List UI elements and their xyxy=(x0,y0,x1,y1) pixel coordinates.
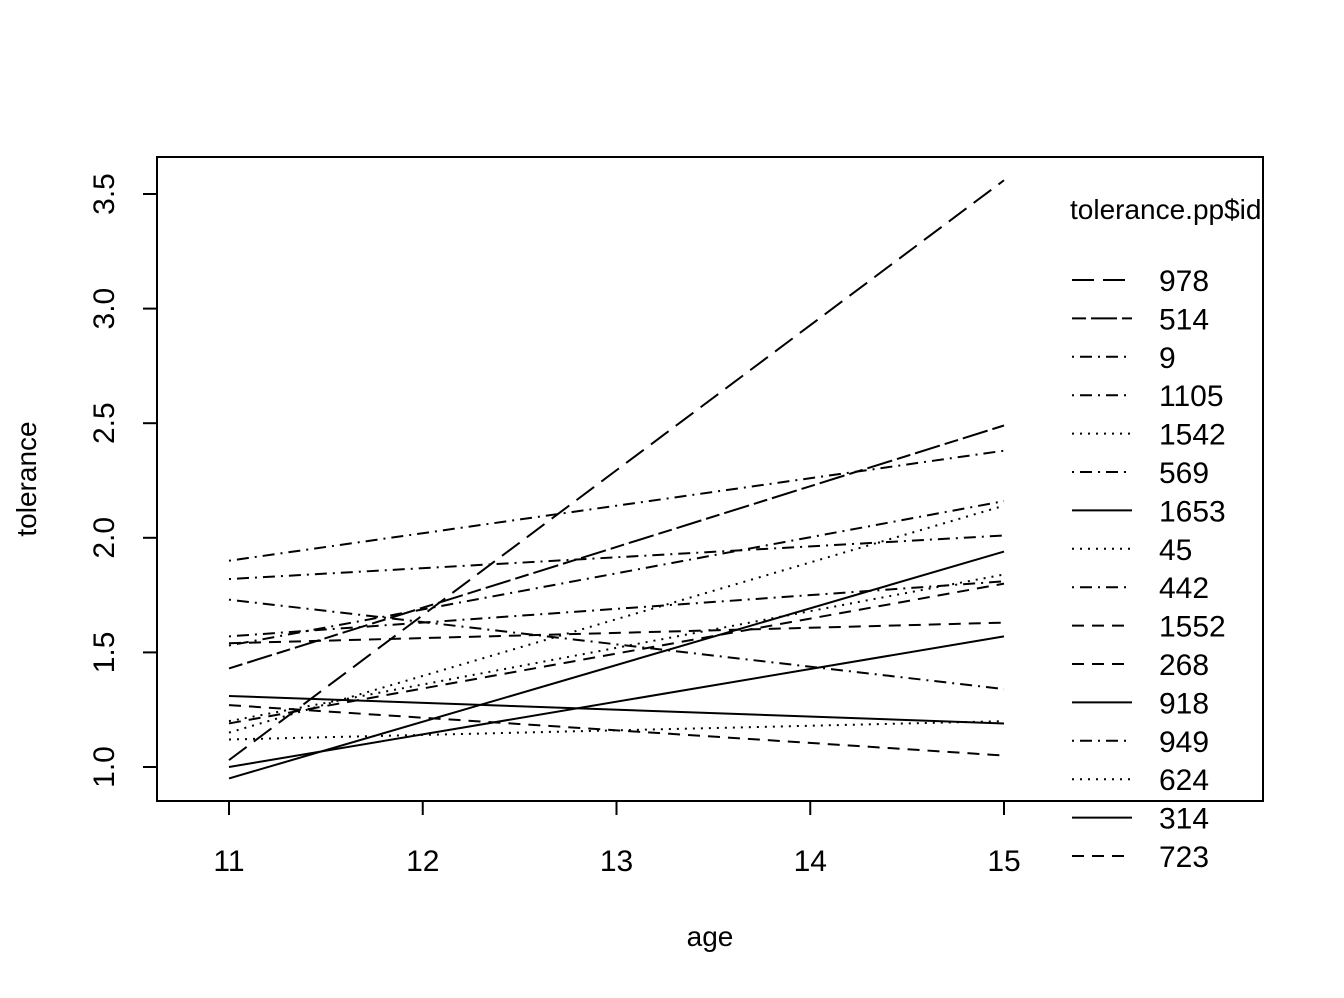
legend-label: 45 xyxy=(1159,534,1192,567)
legend-label: 1552 xyxy=(1159,611,1226,644)
y-tick-label: 2.5 xyxy=(88,402,121,444)
y-tick-label: 3.5 xyxy=(88,173,121,215)
y-axis: 1.0 1.5 2.0 2.5 3.0 3.5 xyxy=(88,173,158,788)
plot-frame xyxy=(156,156,1264,802)
legend-label: 1105 xyxy=(1159,380,1224,413)
legend-items: 978 514 9 1105 1542 569 1653 45 442 1552 268 918 949… xyxy=(1072,265,1226,874)
legend-label: 314 xyxy=(1159,803,1209,836)
series-line-569 xyxy=(228,534,1005,581)
x-tick-label: 12 xyxy=(406,845,439,878)
y-tick-label: 1.0 xyxy=(88,746,121,788)
legend: tolerance.pp$id 978 514 9 1105 1542 569 1653 45… xyxy=(1070,194,1261,874)
legend-label: 514 xyxy=(1159,303,1209,336)
series-line-949 xyxy=(228,598,1005,691)
legend-label: 1542 xyxy=(1159,419,1226,452)
x-tick-label: 15 xyxy=(987,845,1020,878)
series-line-9 xyxy=(228,449,1005,562)
series-lines xyxy=(228,179,1005,780)
series-line-978 xyxy=(228,179,1005,761)
x-tick-label: 13 xyxy=(600,845,633,878)
series-line-45 xyxy=(228,573,1005,723)
legend-label: 624 xyxy=(1159,764,1209,797)
legend-label: 268 xyxy=(1159,649,1209,682)
series-line-268 xyxy=(228,621,1005,645)
legend-label: 9 xyxy=(1159,342,1176,375)
series-line-1542 xyxy=(228,504,1005,734)
series-line-442 xyxy=(228,580,1005,638)
series-line-514 xyxy=(228,424,1005,670)
x-tick-label: 11 xyxy=(213,845,244,878)
series-line-1105 xyxy=(228,500,1005,647)
series-line-314 xyxy=(228,694,1005,725)
series-line-1653 xyxy=(228,550,1005,780)
series-line-918 xyxy=(228,635,1005,768)
series-line-723 xyxy=(228,704,1005,757)
legend-label: 918 xyxy=(1159,687,1209,720)
legend-label: 723 xyxy=(1159,841,1209,874)
y-tick-label: 1.5 xyxy=(88,632,121,674)
legend-label: 1653 xyxy=(1159,495,1226,528)
x-axis-label: age xyxy=(687,921,734,952)
legend-label: 949 xyxy=(1159,726,1209,759)
legend-label: 569 xyxy=(1159,457,1209,490)
x-tick-label: 14 xyxy=(794,845,827,878)
y-axis-label: tolerance xyxy=(11,421,42,536)
legend-label: 978 xyxy=(1159,265,1209,298)
x-axis: 11 12 13 14 15 xyxy=(213,800,1021,878)
legend-title: tolerance.pp$id xyxy=(1070,194,1261,225)
y-tick-label: 2.0 xyxy=(88,517,121,559)
legend-label: 442 xyxy=(1159,572,1209,605)
series-line-624 xyxy=(228,720,1005,741)
y-tick-label: 3.0 xyxy=(88,288,121,330)
